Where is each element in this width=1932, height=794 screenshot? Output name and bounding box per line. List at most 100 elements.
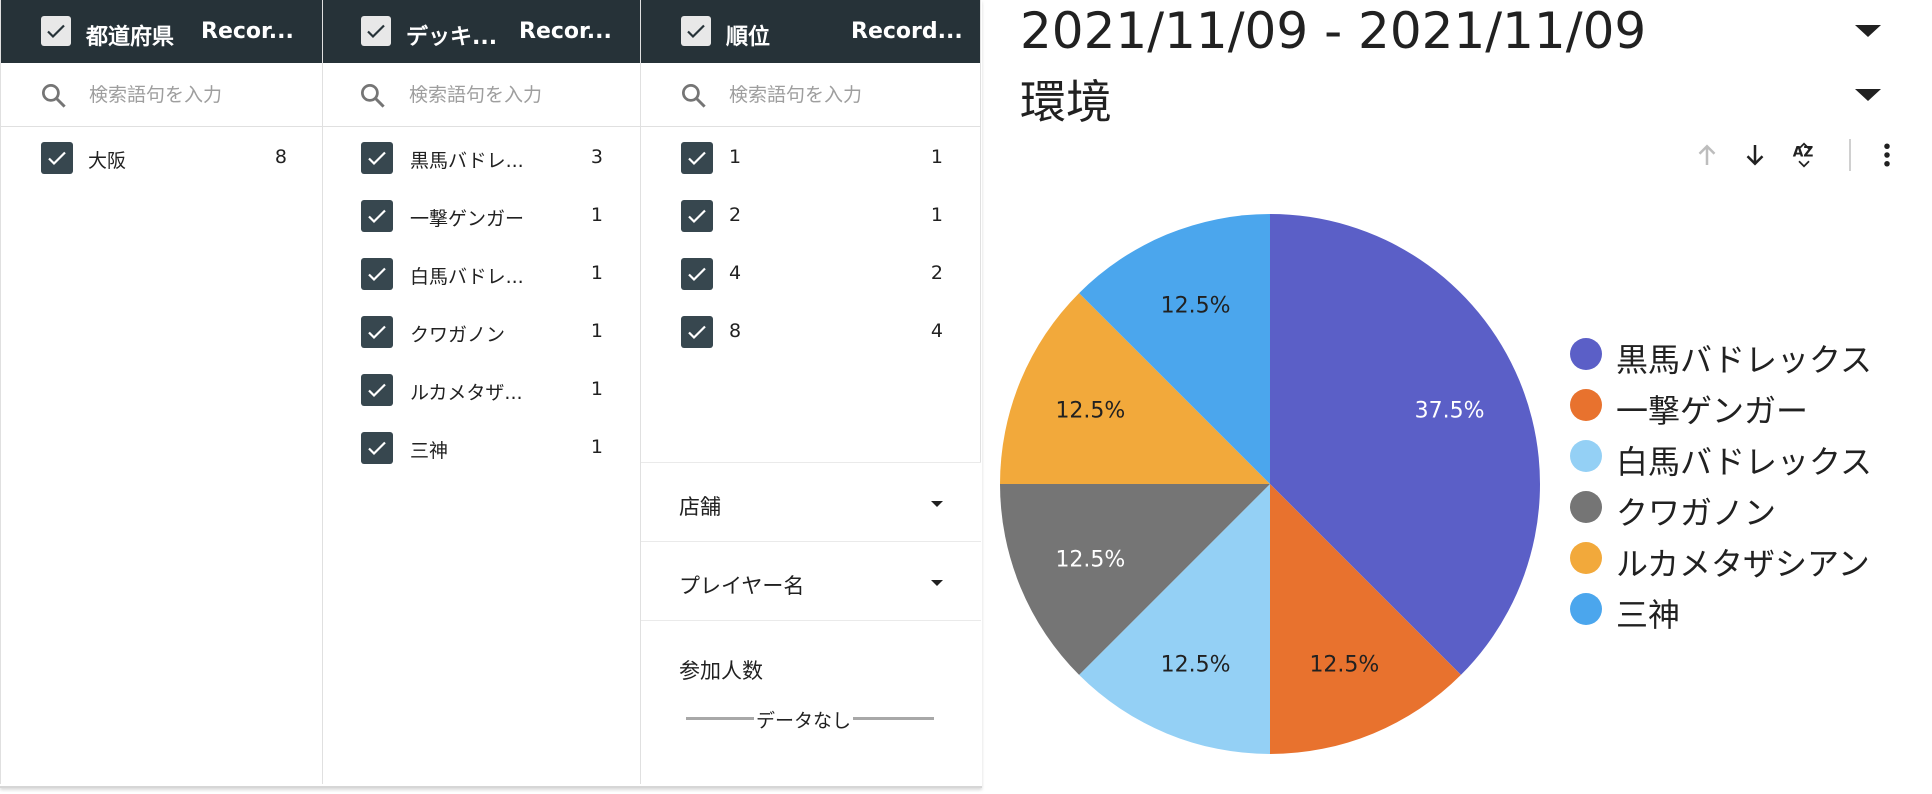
option-checkbox[interactable]	[681, 142, 713, 174]
rank-filter-title: 順位	[726, 25, 771, 50]
option-count: 1	[590, 262, 603, 284]
legend-label: ルカメタザシアン	[1616, 545, 1870, 583]
rank-search-input[interactable]	[729, 79, 929, 111]
store-dropdown[interactable]: 店舗	[641, 462, 981, 541]
pie-slice-label: 12.5%	[1309, 653, 1379, 678]
filter-option-row[interactable]: 三神 1	[323, 428, 640, 468]
pie-slice-label: 12.5%	[1161, 653, 1231, 678]
search-icon	[361, 84, 385, 108]
legend-label: 白馬バドレックス	[1616, 443, 1873, 481]
filter-option-row[interactable]: 一撃ゲンガー 1	[323, 196, 640, 236]
sort-az-icon[interactable]: AZ	[1789, 140, 1819, 170]
option-label: 大阪	[88, 150, 127, 172]
participants-slider-control: 参加人数 データなし	[641, 620, 981, 785]
prefecture-filter-header: 都道府県 Recor...	[1, 0, 322, 63]
check-icon	[368, 209, 386, 224]
option-checkbox[interactable]	[361, 200, 393, 232]
rank-search	[641, 63, 980, 127]
legend-swatch	[1570, 491, 1602, 523]
option-checkbox[interactable]	[361, 316, 393, 348]
option-count: 4	[930, 320, 943, 342]
deck-search	[323, 63, 640, 127]
deck-search-input[interactable]	[409, 79, 609, 111]
deck-filter-header: デッキ... Recor...	[323, 0, 640, 63]
legend-swatch	[1570, 440, 1602, 472]
filter-option-row[interactable]: クワガノン 1	[323, 312, 640, 352]
option-label: 2	[729, 204, 742, 226]
check-icon	[48, 151, 66, 166]
chevron-down-icon[interactable]	[1855, 25, 1881, 37]
record-count-header[interactable]: Recor...	[201, 19, 294, 44]
option-checkbox[interactable]	[361, 374, 393, 406]
option-checkbox[interactable]	[681, 316, 713, 348]
legend-label: 一撃ゲンガー	[1616, 392, 1809, 430]
check-icon	[368, 325, 386, 340]
prefecture-filter-title: 都道府県	[86, 25, 175, 50]
option-checkbox[interactable]	[681, 258, 713, 290]
participants-slider[interactable]: データなし	[686, 706, 934, 733]
check-icon	[368, 151, 386, 166]
toolbar-divider	[1849, 139, 1851, 171]
check-icon	[368, 267, 386, 282]
select-all-checkbox[interactable]	[41, 16, 71, 46]
option-count: 1	[590, 436, 603, 458]
pie-slice[interactable]	[1079, 214, 1270, 484]
legend-swatch	[1570, 338, 1602, 370]
select-all-checkbox[interactable]	[681, 16, 711, 46]
option-checkbox[interactable]	[361, 432, 393, 464]
filter-option-row[interactable]: ルカメタザ... 1	[323, 370, 640, 410]
sort-descending-icon[interactable]	[1740, 140, 1770, 170]
legend-swatch	[1570, 542, 1602, 574]
date-range-selector[interactable]: 2021/11/09 - 2021/11/09	[1020, 2, 1647, 60]
legend-label: 三神	[1616, 596, 1681, 634]
pie-chart: 37.5% 12.5% 12.5% 12.5% 12.5% 12.5%	[1000, 214, 1540, 754]
search-icon	[42, 84, 66, 108]
prefecture-search-input[interactable]	[89, 79, 289, 111]
option-label: ルカメタザ...	[410, 382, 523, 404]
option-checkbox[interactable]	[681, 200, 713, 232]
pie-slice[interactable]	[1270, 484, 1461, 754]
option-label: 白馬バドレ...	[410, 266, 524, 288]
filter-option-row[interactable]: 大阪 8	[1, 138, 322, 178]
player-name-dropdown-label: プレイヤー名	[679, 574, 805, 598]
chevron-down-icon[interactable]	[1855, 89, 1881, 101]
deck-filter-title: デッキ...	[406, 25, 498, 50]
search-icon	[682, 84, 706, 108]
prefecture-filter-panel: 都道府県 Recor... 大阪 8	[0, 0, 323, 784]
option-count: 1	[590, 320, 603, 342]
more-vert-icon[interactable]	[1872, 140, 1902, 170]
option-label: 4	[729, 262, 742, 284]
player-name-dropdown[interactable]: プレイヤー名	[641, 541, 981, 620]
pie-slice-label: 37.5%	[1415, 399, 1485, 424]
chevron-down-icon	[931, 501, 943, 507]
pie-slice[interactable]	[1000, 293, 1270, 484]
option-count: 1	[590, 378, 603, 400]
select-all-checkbox[interactable]	[361, 16, 391, 46]
pie-slice[interactable]	[1079, 484, 1270, 754]
pie-slice[interactable]	[1000, 484, 1270, 675]
check-icon	[688, 325, 706, 340]
option-count: 1	[930, 204, 943, 226]
no-data-label: データなし	[754, 706, 854, 733]
dimension-selector[interactable]: 環境	[1020, 75, 1112, 129]
option-checkbox[interactable]	[361, 142, 393, 174]
filter-option-row[interactable]: 白馬バドレ... 1	[323, 254, 640, 294]
svg-text:AZ: AZ	[1793, 144, 1814, 160]
pie-slice[interactable]	[1270, 214, 1540, 675]
option-checkbox[interactable]	[361, 258, 393, 290]
option-count: 3	[590, 146, 603, 168]
filter-option-row[interactable]: 黒馬バドレ... 3	[323, 138, 640, 178]
record-count-header[interactable]: Record...	[851, 19, 963, 44]
option-count: 8	[274, 146, 287, 168]
check-icon	[687, 24, 705, 39]
record-count-header[interactable]: Recor...	[519, 19, 612, 44]
check-icon	[47, 24, 65, 39]
check-icon	[368, 441, 386, 456]
sort-ascending-icon[interactable]	[1692, 140, 1722, 170]
option-label: 1	[729, 146, 742, 168]
option-checkbox[interactable]	[41, 142, 73, 174]
